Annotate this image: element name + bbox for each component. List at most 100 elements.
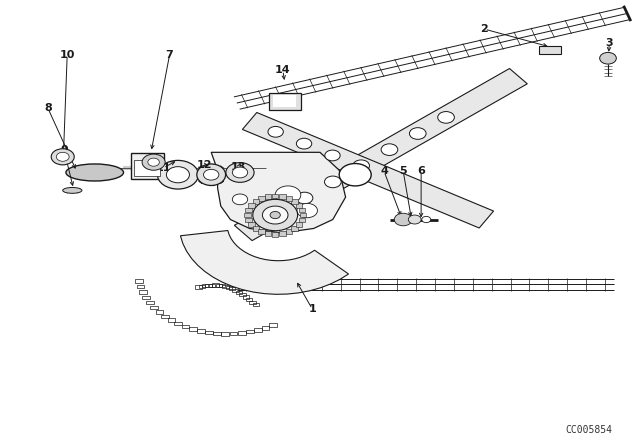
Text: 11: 11 (156, 163, 171, 173)
Circle shape (422, 216, 431, 223)
Text: 6: 6 (417, 166, 425, 176)
Bar (216, 284, 222, 287)
Bar (291, 199, 298, 204)
Text: 12: 12 (197, 160, 212, 170)
Circle shape (296, 192, 313, 204)
Ellipse shape (63, 188, 82, 194)
Bar (299, 218, 305, 222)
Text: 2: 2 (481, 24, 488, 34)
Bar (229, 287, 236, 290)
Bar (279, 232, 285, 236)
Bar (244, 213, 251, 217)
Circle shape (600, 52, 616, 64)
Polygon shape (211, 152, 346, 233)
Circle shape (157, 160, 198, 189)
Circle shape (324, 176, 341, 188)
Bar (236, 291, 243, 294)
Bar (265, 232, 271, 236)
Circle shape (262, 206, 288, 224)
Bar (285, 229, 292, 234)
Circle shape (56, 152, 69, 161)
Bar (205, 284, 212, 287)
Bar (296, 223, 302, 227)
Circle shape (297, 203, 317, 218)
Bar (245, 218, 252, 222)
Circle shape (353, 160, 369, 172)
Bar (202, 284, 209, 287)
Ellipse shape (197, 164, 226, 185)
Bar (248, 222, 255, 227)
Bar (243, 295, 249, 298)
Bar (272, 232, 278, 237)
Circle shape (408, 215, 421, 224)
Bar (269, 93, 301, 110)
Circle shape (410, 128, 426, 139)
Bar (272, 194, 278, 198)
Circle shape (268, 126, 284, 137)
Bar (253, 199, 259, 204)
Circle shape (142, 154, 165, 170)
Text: 8: 8 (44, 103, 52, 113)
Bar (134, 160, 160, 176)
Bar (259, 196, 265, 201)
Circle shape (148, 158, 159, 166)
Circle shape (51, 149, 74, 165)
Circle shape (282, 216, 294, 225)
Bar (273, 95, 296, 107)
Circle shape (267, 205, 284, 216)
Bar (222, 285, 228, 288)
Circle shape (381, 144, 398, 155)
Circle shape (253, 199, 298, 231)
Circle shape (226, 163, 254, 182)
Bar (259, 229, 265, 234)
Text: 5: 5 (399, 166, 407, 176)
Bar (226, 286, 232, 289)
Bar (296, 203, 302, 208)
Bar (209, 284, 215, 287)
Polygon shape (180, 231, 349, 294)
Bar (232, 289, 239, 292)
Text: 7: 7 (166, 50, 173, 60)
Bar (253, 226, 259, 231)
Circle shape (296, 138, 312, 149)
Bar (291, 226, 298, 231)
Bar (248, 203, 255, 208)
Circle shape (166, 167, 189, 183)
Bar (250, 301, 256, 304)
Circle shape (275, 186, 301, 204)
Bar (198, 285, 205, 288)
Bar (279, 194, 285, 198)
Circle shape (204, 169, 219, 180)
Circle shape (270, 211, 280, 219)
Bar (253, 303, 259, 306)
Text: 9: 9 (60, 145, 68, 155)
Bar (219, 284, 225, 287)
Bar (212, 284, 218, 287)
Bar (285, 196, 292, 201)
Bar (246, 298, 252, 301)
Text: 3: 3 (605, 38, 613, 47)
Polygon shape (234, 69, 527, 241)
Bar (195, 285, 202, 289)
Text: CC005854: CC005854 (565, 425, 612, 435)
Ellipse shape (66, 164, 124, 181)
Circle shape (268, 208, 285, 220)
Polygon shape (243, 112, 493, 228)
Bar (245, 208, 252, 212)
Text: 4: 4 (380, 166, 388, 176)
Bar (300, 213, 306, 217)
Text: 14: 14 (275, 65, 291, 75)
Circle shape (325, 150, 340, 161)
Circle shape (394, 213, 412, 226)
Text: 1: 1 (308, 304, 316, 314)
Text: 10: 10 (60, 50, 75, 60)
Circle shape (339, 164, 371, 186)
Bar (239, 293, 246, 296)
Bar (265, 194, 271, 198)
Bar (131, 153, 164, 179)
Text: 13: 13 (231, 162, 246, 172)
Bar (539, 46, 561, 54)
Circle shape (232, 194, 248, 205)
Circle shape (232, 167, 248, 178)
Bar (299, 208, 305, 212)
